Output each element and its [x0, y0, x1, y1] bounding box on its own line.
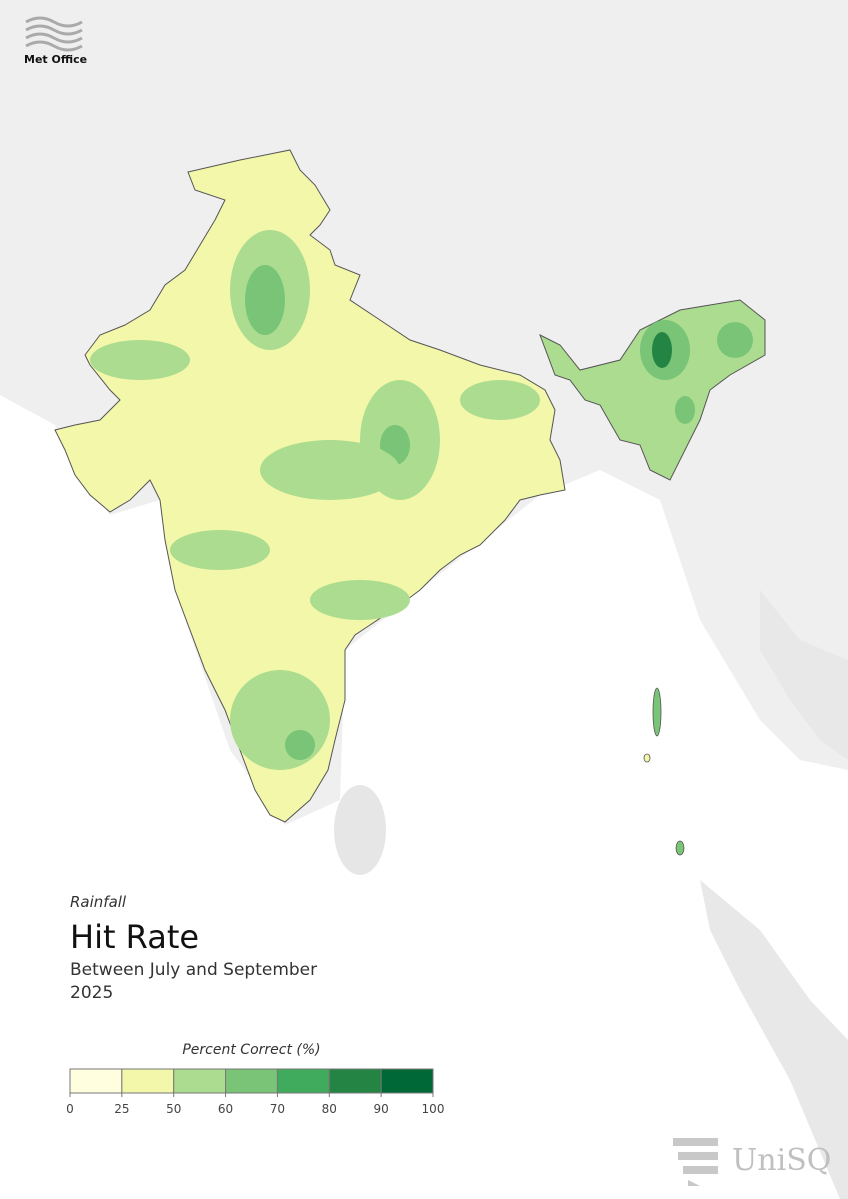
legend-tick-label: 60	[218, 1102, 233, 1116]
area	[285, 730, 315, 760]
area	[310, 580, 410, 620]
area	[90, 340, 190, 380]
legend-swatch	[328, 1068, 382, 1094]
area	[245, 265, 285, 335]
northeast	[539, 299, 766, 481]
period: Between July and September	[70, 960, 318, 980]
sri-lanka	[334, 785, 386, 875]
legend-swatch	[225, 1068, 278, 1094]
legend-tick-label: 0	[66, 1102, 74, 1116]
legend-swatch	[173, 1068, 227, 1094]
neighbour-land	[700, 880, 848, 1199]
legend-tick-label: 100	[422, 1102, 445, 1116]
hit-rate-areas	[90, 230, 753, 770]
unisq-logo	[673, 1138, 718, 1186]
island	[675, 840, 685, 856]
area	[675, 396, 695, 424]
logo-wave	[25, 32, 83, 44]
title: Hit Rate	[70, 918, 200, 956]
area	[230, 670, 330, 770]
area	[170, 530, 270, 570]
islands	[643, 687, 685, 856]
legend-swatch	[380, 1068, 434, 1094]
year: 2025	[70, 983, 114, 1003]
logo-wave	[25, 40, 83, 52]
area	[260, 440, 400, 500]
neighbour-land	[760, 590, 848, 760]
legend-tick-label: 50	[166, 1102, 181, 1116]
legend: 0 25 50 60 70 80 90 100	[66, 1068, 445, 1116]
legend-swatch	[69, 1068, 123, 1094]
logo-mark	[673, 1138, 718, 1186]
legend-title: Percent Correct (%)	[182, 1042, 321, 1058]
area	[460, 380, 540, 420]
partner-logo: UniSQ	[732, 1143, 832, 1178]
sea	[0, 395, 848, 1199]
logo-wave	[25, 24, 83, 36]
area	[652, 332, 672, 368]
logo-wave	[25, 16, 83, 28]
met-office-logo	[25, 16, 83, 52]
area	[717, 322, 753, 358]
island	[652, 687, 662, 737]
legend-tick-label: 90	[374, 1102, 389, 1116]
legend-tick-label: 70	[270, 1102, 285, 1116]
variable: Rainfall	[70, 893, 127, 911]
legend-swatch	[276, 1068, 330, 1094]
legend-swatch	[121, 1068, 175, 1094]
logo-text: Met Office	[24, 53, 88, 66]
island	[643, 753, 651, 763]
legend-tick-label: 80	[322, 1102, 337, 1116]
legend-tick-label: 25	[114, 1102, 129, 1116]
